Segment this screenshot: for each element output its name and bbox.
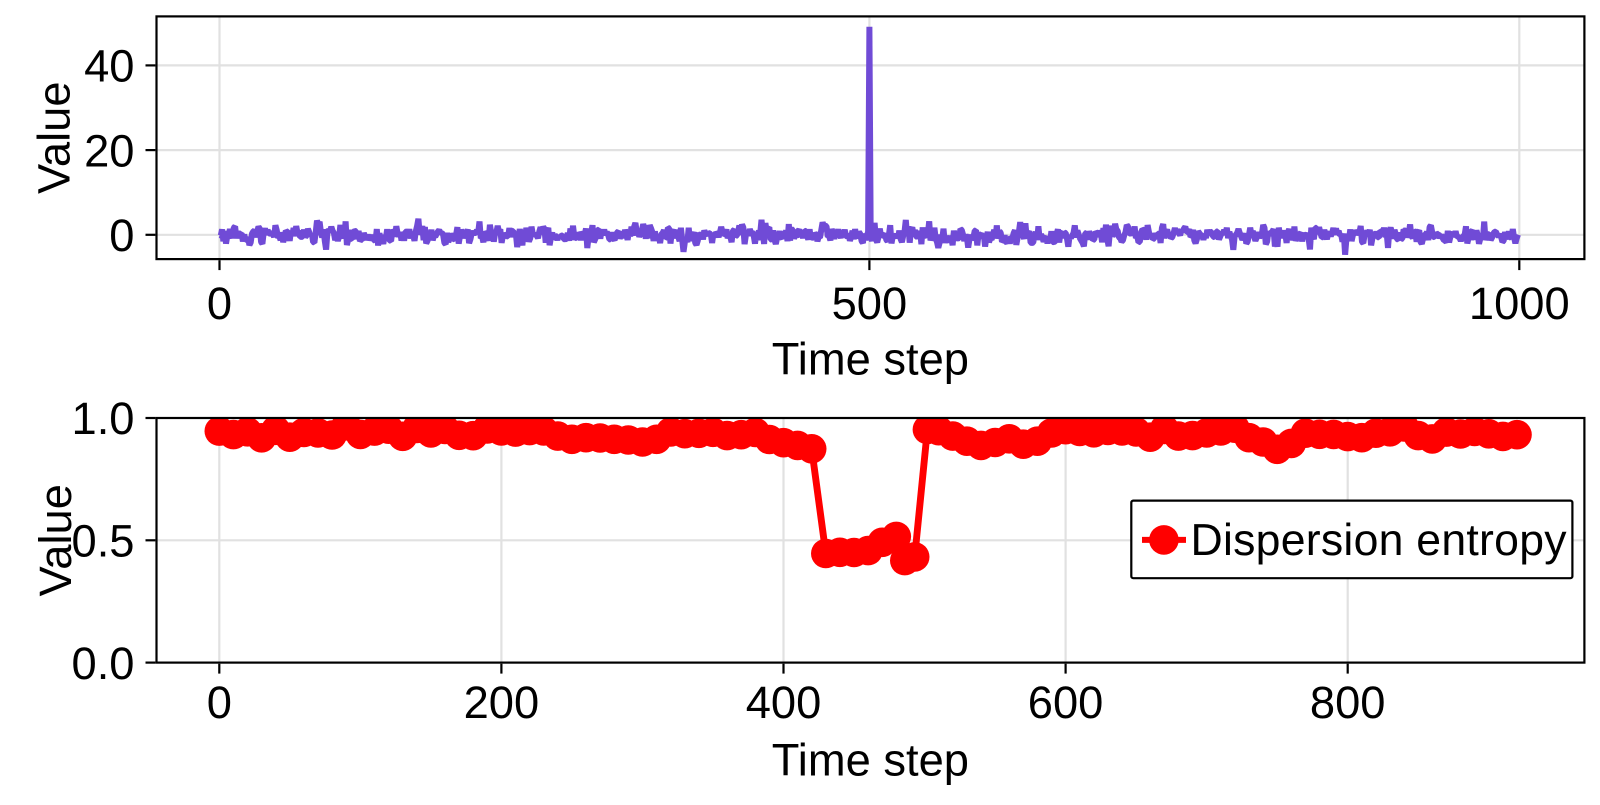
svg-text:Time step: Time step xyxy=(772,334,969,385)
svg-text:0: 0 xyxy=(109,210,134,261)
svg-text:0.0: 0.0 xyxy=(72,638,135,689)
svg-text:500: 500 xyxy=(832,278,908,329)
svg-text:0: 0 xyxy=(207,677,232,728)
svg-text:0: 0 xyxy=(207,278,232,329)
svg-text:Value: Value xyxy=(29,81,80,194)
svg-text:800: 800 xyxy=(1310,677,1386,728)
svg-text:Value: Value xyxy=(30,484,81,597)
svg-text:200: 200 xyxy=(464,677,540,728)
svg-text:600: 600 xyxy=(1028,677,1104,728)
svg-text:20: 20 xyxy=(84,125,134,176)
svg-text:400: 400 xyxy=(746,677,822,728)
svg-text:40: 40 xyxy=(84,41,134,92)
svg-text:Time step: Time step xyxy=(772,734,969,785)
svg-text:1000: 1000 xyxy=(1469,278,1570,329)
svg-text:Dispersion entropy: Dispersion entropy xyxy=(1191,516,1568,565)
svg-text:0.5: 0.5 xyxy=(72,516,135,567)
svg-text:1.0: 1.0 xyxy=(72,393,135,444)
